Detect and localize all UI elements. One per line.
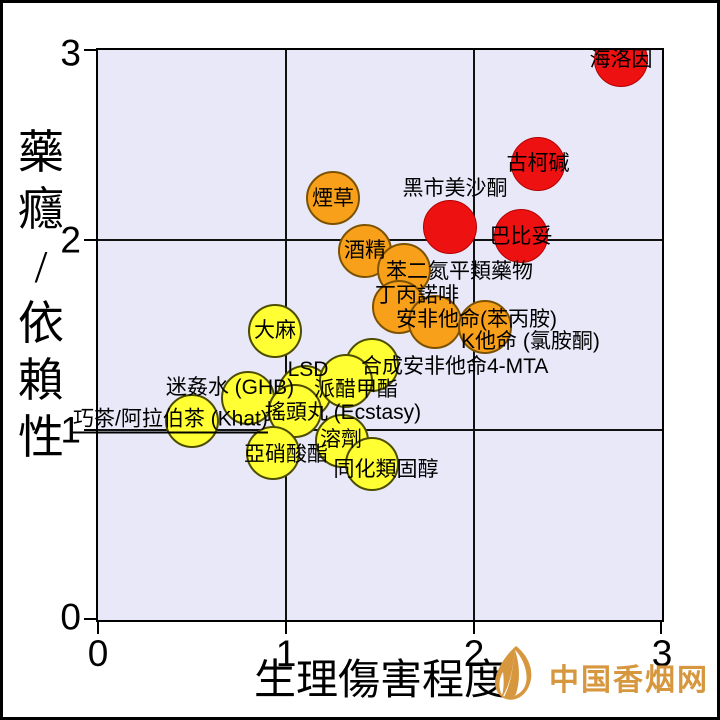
x-tick-mark bbox=[660, 620, 662, 634]
watermark: 中国香烟网 bbox=[489, 644, 709, 709]
data-point-label-methylphenidate: 派醋甲酯 bbox=[314, 378, 398, 401]
y-axis-title: 藥 癮 / 依 賴 性 bbox=[13, 129, 69, 462]
y-axis-title-char: 性 bbox=[18, 412, 64, 463]
data-point-label-buprenorphine: 丁丙諾啡 bbox=[375, 284, 459, 307]
data-point-label-solvents: 溶劑 bbox=[320, 428, 362, 451]
data-point-label-cannabis: 大麻 bbox=[254, 319, 296, 342]
data-point-barbiturates bbox=[494, 209, 548, 264]
watermark-leaf-icon bbox=[489, 644, 539, 709]
y-axis-title-char: 癮 bbox=[18, 184, 64, 235]
data-point-label-cocaine: 古柯碱 bbox=[506, 152, 570, 175]
data-point-methylphenidate bbox=[319, 353, 374, 408]
data-point-label-4-mta: 合成安非他命4-MTA bbox=[361, 355, 549, 378]
x-tick-label-2: 2 bbox=[463, 633, 485, 674]
data-point-cocaine bbox=[510, 137, 565, 191]
y-tick-mark bbox=[84, 49, 98, 51]
y-tick-mark bbox=[84, 239, 98, 241]
y-tick-label-0: 0 bbox=[60, 596, 81, 638]
data-point-label-heroin: 海洛因 bbox=[589, 48, 653, 71]
x-tick-mark bbox=[285, 620, 287, 634]
data-point-heroin bbox=[593, 50, 648, 87]
y-tick-mark bbox=[84, 429, 98, 431]
data-point-label-anabolic-steroids: 同化類固醇 bbox=[333, 458, 439, 481]
x-axis-title: 生理傷害程度 bbox=[253, 658, 506, 704]
data-point-label-ecstasy: 搖頭丸 (Ecstasy) bbox=[264, 401, 422, 424]
data-point-cannabis bbox=[247, 304, 302, 359]
y-axis-title-char: 依 bbox=[18, 298, 64, 349]
x-tick-label-0: 0 bbox=[87, 633, 109, 674]
y-axis-title-char: 賴 bbox=[18, 355, 64, 406]
y-tick-mark bbox=[84, 618, 98, 620]
data-point-khat bbox=[165, 393, 219, 448]
data-point-anabolic-steroids bbox=[345, 437, 400, 492]
data-point-label-amphetamine: 安非他命(苯丙胺) bbox=[396, 308, 557, 331]
plot-labels: 海洛因古柯碱巴比妥 黑市美沙酮 煙草酒精 苯二氮平類藥物 丁丙諾啡 安非他命(苯丙胺) K他… bbox=[73, 48, 662, 620]
x-tick-label-1: 1 bbox=[275, 633, 297, 674]
x-tick-label-3: 3 bbox=[651, 633, 673, 674]
data-point-street-methadone bbox=[422, 199, 477, 254]
y-tick-label-2: 2 bbox=[60, 219, 81, 261]
data-point-label-ketamine: K他命 (氯胺酮) bbox=[461, 330, 600, 353]
plot-area: 海洛因古柯碱巴比妥 黑市美沙酮 煙草酒精 苯二氮平類藥物 丁丙諾啡 安非他命(苯丙胺) K他… bbox=[73, 48, 664, 622]
data-point-label-alcohol: 酒精 bbox=[344, 239, 386, 262]
y-axis-title-char: 藥 bbox=[18, 127, 64, 178]
data-point-label-lsd: LSD bbox=[287, 358, 329, 381]
data-point-alkyl-nitrites bbox=[245, 425, 300, 480]
y-axis-title-char: / bbox=[34, 241, 48, 292]
x-tick-mark bbox=[473, 620, 475, 634]
data-point-label-street-methadone: 黑市美沙酮 bbox=[402, 177, 508, 200]
watermark-text: 中国香烟网 bbox=[549, 663, 709, 697]
y-tick-label-3: 3 bbox=[60, 32, 81, 74]
data-point-ketamine bbox=[458, 300, 513, 355]
data-point-label-alkyl-nitrites: 亞硝酸酯 bbox=[244, 443, 328, 466]
data-point-label-tobacco: 煙草 bbox=[312, 187, 354, 210]
x-tick-mark bbox=[97, 620, 99, 634]
y-tick-label-1: 1 bbox=[60, 409, 81, 451]
data-point-label-khat: 巧茶/阿拉伯茶 (Khat) bbox=[73, 408, 268, 434]
data-point-label-barbiturates: 巴比妥 bbox=[489, 225, 553, 248]
data-point-label-benzodiazepines: 苯二氮平類藥物 bbox=[386, 260, 533, 283]
plot-points bbox=[98, 50, 662, 620]
data-point-amphetamine bbox=[407, 294, 462, 349]
data-point-label-ghb: 迷姦水 (GHB) bbox=[165, 376, 295, 399]
gridline-y-1 bbox=[98, 429, 662, 431]
data-point-tobacco bbox=[306, 171, 360, 226]
